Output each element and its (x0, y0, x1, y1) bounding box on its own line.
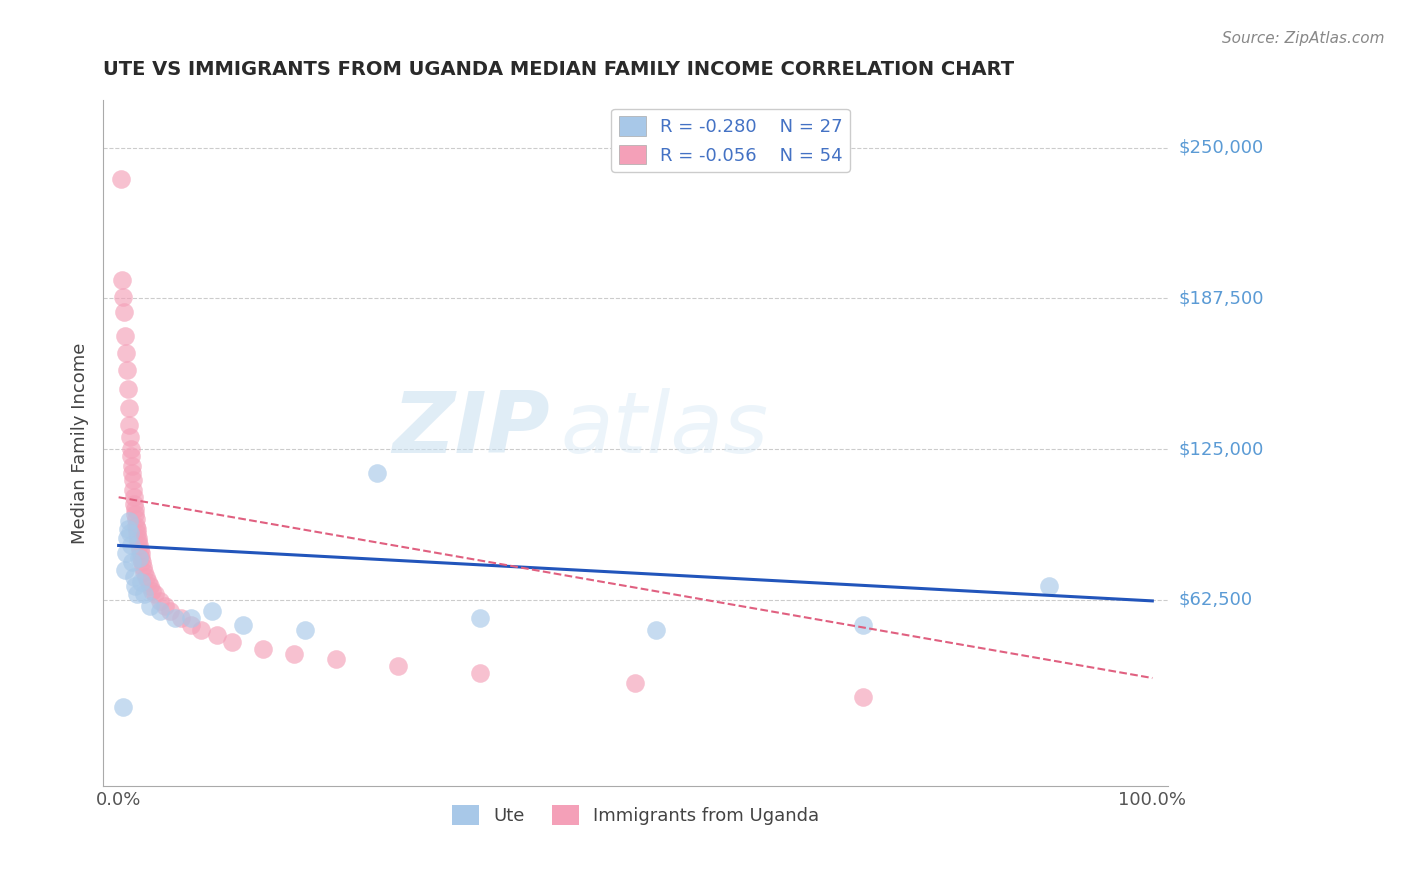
Point (165, 611, 187, 625)
Point (122, 570, 145, 584)
Point (127, 533, 149, 548)
Point (127, 587, 149, 601)
Point (127, 531, 149, 545)
Text: $62,500: $62,500 (1180, 591, 1253, 608)
Point (129, 543, 152, 558)
Point (294, 623, 316, 637)
Point (128, 539, 150, 553)
Point (118, 401, 141, 416)
Point (134, 570, 156, 584)
Point (325, 652, 347, 666)
Point (118, 514, 141, 528)
Point (115, 362, 138, 376)
Point (118, 430, 141, 444)
Point (141, 584, 163, 599)
Point (125, 512, 148, 526)
Point (111, 273, 134, 287)
Point (111, 290, 134, 304)
Point (124, 579, 146, 593)
Text: $250,000: $250,000 (1180, 139, 1264, 157)
Point (149, 603, 172, 617)
Point (122, 490, 145, 504)
Point (387, 659, 409, 673)
Point (120, 442, 142, 456)
Point (470, 611, 492, 625)
Point (852, 618, 875, 632)
Point (143, 587, 166, 601)
Point (131, 546, 153, 560)
Point (120, 450, 142, 464)
Point (122, 474, 145, 488)
Point (117, 522, 139, 536)
Point (201, 603, 224, 617)
Point (127, 522, 149, 536)
Point (111, 700, 134, 714)
Point (134, 565, 156, 579)
Point (132, 560, 155, 574)
Point (645, 623, 668, 637)
Point (366, 466, 388, 480)
Point (138, 579, 160, 593)
Point (852, 690, 875, 705)
Point (114, 563, 136, 577)
Point (124, 507, 146, 521)
Point (120, 539, 142, 553)
Point (159, 603, 181, 617)
Point (117, 382, 139, 396)
Text: UTE VS IMMIGRANTS FROM UGANDA MEDIAN FAMILY INCOME CORRELATION CHART: UTE VS IMMIGRANTS FROM UGANDA MEDIAN FAM… (103, 60, 1014, 78)
Point (122, 498, 145, 512)
Point (624, 676, 647, 690)
Point (131, 574, 153, 589)
Point (122, 483, 145, 497)
Point (138, 599, 160, 613)
Point (114, 328, 136, 343)
Point (121, 555, 143, 569)
Point (121, 458, 143, 473)
Point (124, 502, 146, 516)
Text: ZIP: ZIP (392, 388, 550, 471)
Point (153, 599, 176, 613)
Point (118, 417, 141, 432)
Point (283, 647, 305, 661)
Legend: Ute, Immigrants from Uganda: Ute, Immigrants from Uganda (444, 798, 827, 832)
Text: $187,500: $187,500 (1180, 289, 1264, 308)
Point (169, 611, 191, 625)
Point (131, 550, 153, 565)
Point (110, 172, 132, 186)
Point (112, 304, 135, 318)
Point (470, 666, 492, 681)
Point (128, 550, 150, 565)
Point (134, 587, 156, 601)
Point (118, 526, 141, 541)
Point (115, 531, 138, 545)
Text: Source: ZipAtlas.com: Source: ZipAtlas.com (1222, 31, 1385, 46)
Point (221, 635, 243, 649)
Point (149, 594, 172, 608)
Point (180, 611, 202, 625)
Point (125, 519, 148, 533)
Point (131, 555, 153, 569)
Point (252, 642, 274, 657)
Text: $125,000: $125,000 (1180, 440, 1264, 458)
Point (180, 618, 202, 632)
Point (115, 546, 138, 560)
Point (205, 627, 228, 641)
Point (136, 574, 159, 589)
Point (121, 466, 143, 480)
Point (190, 623, 212, 637)
Point (1038, 579, 1060, 593)
Text: atlas: atlas (561, 388, 769, 471)
Y-axis label: Median Family Income: Median Family Income (72, 343, 89, 544)
Point (232, 618, 254, 632)
Point (115, 345, 138, 359)
Point (127, 526, 149, 541)
